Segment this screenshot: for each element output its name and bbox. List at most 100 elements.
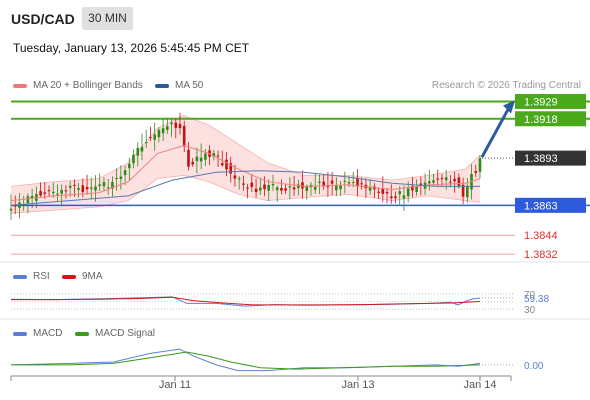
- candle-body: [297, 184, 300, 189]
- candle-body: [415, 186, 418, 192]
- candle-body: [237, 178, 241, 180]
- target-price-label-3: 1.3844: [524, 230, 558, 242]
- candle-body: [406, 188, 410, 197]
- candle-body: [351, 182, 355, 184]
- bollinger-upper-line: [10, 115, 481, 187]
- forecast-arrow-shaft: [480, 108, 510, 158]
- candle-body: [436, 178, 439, 180]
- legend-swatch-rsi: [13, 274, 27, 279]
- candle-body: [246, 187, 249, 189]
- candle-body: [161, 128, 165, 134]
- macd-line: [10, 348, 481, 372]
- symbol-title: USD/CAD: [11, 11, 75, 27]
- candle-body: [182, 126, 186, 147]
- candle-body: [394, 196, 397, 199]
- candle-body: [149, 137, 152, 138]
- legend-label-rsi: RSI: [33, 271, 50, 282]
- price-tag-resistance-0: [515, 93, 586, 109]
- x-tick-label-1: Jan 13: [341, 379, 374, 391]
- candle-body: [60, 189, 63, 194]
- candle-body: [466, 186, 469, 198]
- candle-body: [153, 134, 156, 140]
- candle-body: [330, 180, 334, 184]
- candle-body: [9, 208, 13, 211]
- legend-ma20-bollinger: MA 20 + Bollinger Bands: [13, 80, 143, 91]
- candle-body: [85, 187, 89, 190]
- candle-body: [254, 188, 258, 192]
- candle-body: [356, 177, 359, 187]
- legend-label-ma20: MA 20 + Bollinger Bands: [33, 80, 143, 91]
- candle-body: [461, 184, 465, 197]
- candle-body: [428, 181, 431, 184]
- candle-body: [250, 182, 254, 187]
- candle-body: [73, 184, 76, 186]
- candle-body: [26, 196, 30, 204]
- candle-body: [398, 191, 401, 195]
- bollinger-band-fill: [11, 115, 480, 214]
- candle-body: [43, 192, 47, 194]
- timestamp: Tuesday, January 13, 2026 5:45:45 PM CET: [13, 41, 250, 55]
- candle-body: [292, 187, 296, 190]
- candle-body: [191, 161, 194, 165]
- candle-body: [381, 188, 385, 194]
- candle-body: [128, 163, 131, 169]
- candle-body: [318, 181, 321, 183]
- legend-label-macd: MACD: [33, 328, 63, 339]
- price-tag-support-2: [515, 197, 586, 213]
- ma20-line: [10, 144, 481, 202]
- candle-body: [343, 180, 347, 182]
- candle-body: [339, 185, 342, 190]
- candle-body: [271, 184, 275, 186]
- timeframe-badge[interactable]: 30 MIN: [82, 7, 133, 30]
- candle-body: [98, 184, 101, 187]
- rsi-tick-label-1: 30: [524, 305, 536, 316]
- candle-body: [326, 186, 330, 188]
- candle-body: [280, 188, 283, 191]
- candle-body: [301, 182, 304, 189]
- candle-body: [106, 187, 110, 189]
- candle-body: [52, 191, 55, 194]
- candle-body: [225, 159, 228, 170]
- price-tag-label-0: 1.3929: [524, 96, 558, 108]
- price-tag-label-1: 1.3918: [524, 114, 558, 126]
- candle-body: [212, 153, 216, 157]
- candle-body: [449, 181, 452, 183]
- candle-body: [263, 184, 266, 190]
- candle-body: [136, 148, 140, 156]
- candle-body: [360, 183, 363, 185]
- legend-macd: MACD: [13, 328, 62, 339]
- legend-label-macd-signal: MACD Signal: [95, 328, 156, 339]
- legend-swatch-9ma: [62, 274, 76, 279]
- legend-macd-signal: MACD Signal: [75, 328, 155, 339]
- candle-body: [322, 181, 325, 187]
- candle-body: [478, 158, 482, 172]
- candle-body: [178, 123, 182, 129]
- candle-body: [187, 149, 190, 167]
- candle-body: [313, 186, 317, 190]
- rsi-ma9-line: [11, 296, 481, 306]
- legend-label-9ma: 9MA: [82, 271, 103, 282]
- candle-body: [305, 186, 309, 191]
- candle-body: [432, 180, 435, 183]
- candle-body: [119, 176, 123, 179]
- candle-body: [123, 170, 127, 176]
- candle-body: [30, 196, 34, 198]
- price-tag-label-2: 1.3863: [524, 200, 558, 212]
- candle-body: [335, 185, 338, 191]
- candle-body: [22, 204, 25, 207]
- candle-body: [347, 182, 351, 184]
- candle-body: [216, 155, 220, 157]
- candle-body: [288, 186, 292, 188]
- target-price-label-4: 1.3832: [524, 249, 558, 261]
- candle-body: [81, 185, 85, 193]
- candle-body: [132, 154, 135, 164]
- price-tag-resistance-1: [515, 111, 586, 127]
- candle-body: [140, 146, 144, 152]
- candle-body: [411, 185, 414, 191]
- candle-body: [90, 187, 93, 189]
- candle-body: [453, 178, 456, 182]
- candle-body: [102, 182, 106, 187]
- candle-body: [284, 188, 287, 191]
- candle-body: [56, 193, 59, 195]
